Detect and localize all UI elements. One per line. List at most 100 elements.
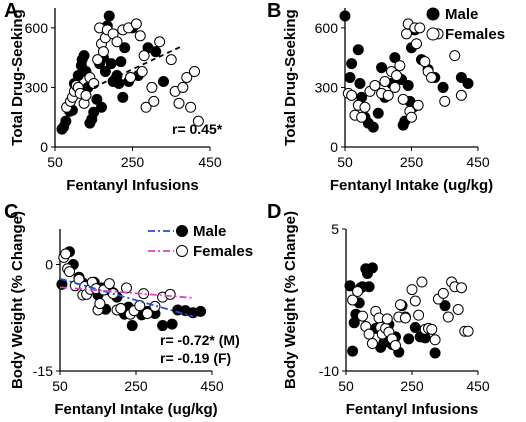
legend-marker-b (426, 27, 440, 41)
data-point-b-females (359, 101, 371, 113)
data-point-b-females (406, 111, 417, 123)
data-point-c-male (166, 318, 178, 330)
data-point-b-male (372, 107, 384, 119)
data-point-b-females (346, 89, 358, 101)
data-point-c-male (126, 320, 138, 332)
data-point-a-open (134, 30, 146, 42)
data-point-a-filled (103, 10, 115, 22)
data-point-d-filled (403, 333, 415, 345)
data-point-a-open (138, 50, 150, 62)
panel-b: B 50 250 450 0 300 600 Fentanyl Intake (ug/kg)… (263, 0, 526, 210)
x-tick-label-c: 250 (124, 378, 148, 394)
data-point-d-filled (409, 321, 421, 333)
x-tick-label-c: 450 (200, 378, 224, 394)
legend-label-c: Females (193, 243, 253, 260)
y-tick-label-d: 5 (331, 221, 339, 237)
scatter-chart-a: 50 250 450 0 300 600 Fentanyl Infusions Total D… (9, 8, 223, 194)
data-point-b-females (419, 56, 431, 68)
x-tick-label-a: 250 (121, 154, 145, 170)
data-point-b-females (414, 22, 426, 34)
data-point-b-male (352, 44, 364, 56)
panel-label-c: C (4, 201, 19, 223)
y-tick-label-a: 0 (40, 139, 48, 155)
data-point-a-open (140, 101, 152, 113)
legend-marker-b (426, 7, 440, 21)
x-tick-label-d: 450 (466, 378, 490, 394)
data-point-c-male (157, 320, 169, 332)
data-point-d-open (363, 328, 375, 340)
data-point-b-females (382, 89, 394, 101)
data-point-a-filled (117, 91, 129, 103)
y-tick-label-a: 600 (25, 20, 49, 36)
data-point-d-open (426, 323, 438, 335)
legend-label-b: Females (445, 26, 505, 43)
data-point-d-filled (347, 345, 359, 357)
data-point-a-filled (115, 56, 127, 68)
data-point-d-open (357, 310, 368, 322)
data-point-c-females (94, 298, 106, 310)
data-point-a-open (148, 95, 160, 107)
y-axis-label-b: Total Drug-Seeking (282, 9, 299, 145)
data-point-a-open (125, 72, 137, 83)
data-point-a-filled (78, 50, 90, 62)
data-point-a-open (111, 36, 123, 48)
y-axis-label-a: Total Drug-Seeking (9, 9, 26, 145)
correlation-label-c: r= -0.72* (M) (160, 332, 240, 348)
data-point-c-females (103, 278, 115, 290)
x-tick-label-c: 50 (52, 378, 68, 394)
data-point-d-filled (344, 280, 356, 292)
data-point-d-open (399, 312, 411, 324)
data-point-a-filled (158, 75, 169, 87)
data-point-a-open (192, 115, 204, 127)
data-point-a-filled (119, 42, 131, 54)
data-point-b-females (439, 95, 451, 107)
data-point-b-male (367, 121, 379, 133)
y-tick-label-b: 300 (315, 79, 339, 95)
data-point-b-male (437, 81, 449, 93)
data-point-b-females (397, 93, 409, 105)
data-point-d-open (413, 309, 425, 321)
x-axis-label-a: Fentanyl Infusions (66, 177, 199, 194)
data-point-a-open (146, 81, 158, 93)
data-point-a-filled (99, 66, 111, 78)
x-tick-label-b: 450 (466, 154, 490, 170)
y-axis-label-c: Body Weight (% Change) (9, 211, 26, 389)
data-point-a-open (97, 46, 109, 58)
data-point-d-open (409, 295, 421, 307)
data-point-d-open (390, 339, 401, 351)
x-tick-label-d: 50 (338, 378, 354, 394)
data-point-a-open (136, 66, 148, 78)
scatter-chart-b: 50 250 450 0 300 600 Fentanyl Intake (ug/kg) To… (282, 6, 505, 194)
data-point-d-open (366, 338, 378, 350)
legend-label-b: Male (445, 6, 478, 23)
trendline-c-male (59, 277, 194, 318)
data-point-d-open (347, 294, 359, 306)
panel-label-a: A (4, 0, 19, 22)
x-tick-label-a: 450 (198, 154, 222, 170)
data-point-a-open (130, 18, 142, 30)
scatter-chart-d: 50 250 450 -10 5 Fentanyl Infusions Body Weigh… (282, 211, 490, 418)
data-point-b-male (339, 10, 351, 22)
x-axis-label-b: Fentanyl Intake (ug/kg) (330, 177, 493, 194)
data-point-d-filled (363, 281, 375, 293)
y-tick-label-c: -15 (33, 363, 53, 379)
scatter-chart-c: 50 250 450 -15 0 Fentanyl Intake (ug/kg) Body … (9, 211, 253, 418)
y-tick-label-b: 600 (315, 20, 339, 36)
data-point-a-filled (91, 93, 103, 105)
data-point-c-females (141, 307, 153, 319)
data-point-d-filled (429, 347, 441, 359)
data-point-b-females (449, 50, 461, 62)
data-point-b-females (412, 99, 424, 111)
y-tick-label-d: -10 (319, 363, 339, 379)
data-point-a-open (181, 72, 193, 83)
data-point-a-filled (96, 101, 107, 113)
panel-a: A 50 250 450 0 300 600 Fentanyl Infusions Total… (0, 0, 263, 210)
panel-c: C 50 250 450 -15 0 Fentanyl Intake (ug/kg) Bod… (0, 201, 263, 422)
x-tick-label-d: 250 (400, 378, 424, 394)
y-tick-label-c: 0 (45, 257, 53, 273)
data-point-b-females (379, 75, 391, 87)
data-point-c-females (164, 288, 176, 300)
panel-label-b: B (267, 0, 282, 22)
data-point-c-females (115, 303, 127, 315)
data-point-b-male (354, 77, 366, 89)
